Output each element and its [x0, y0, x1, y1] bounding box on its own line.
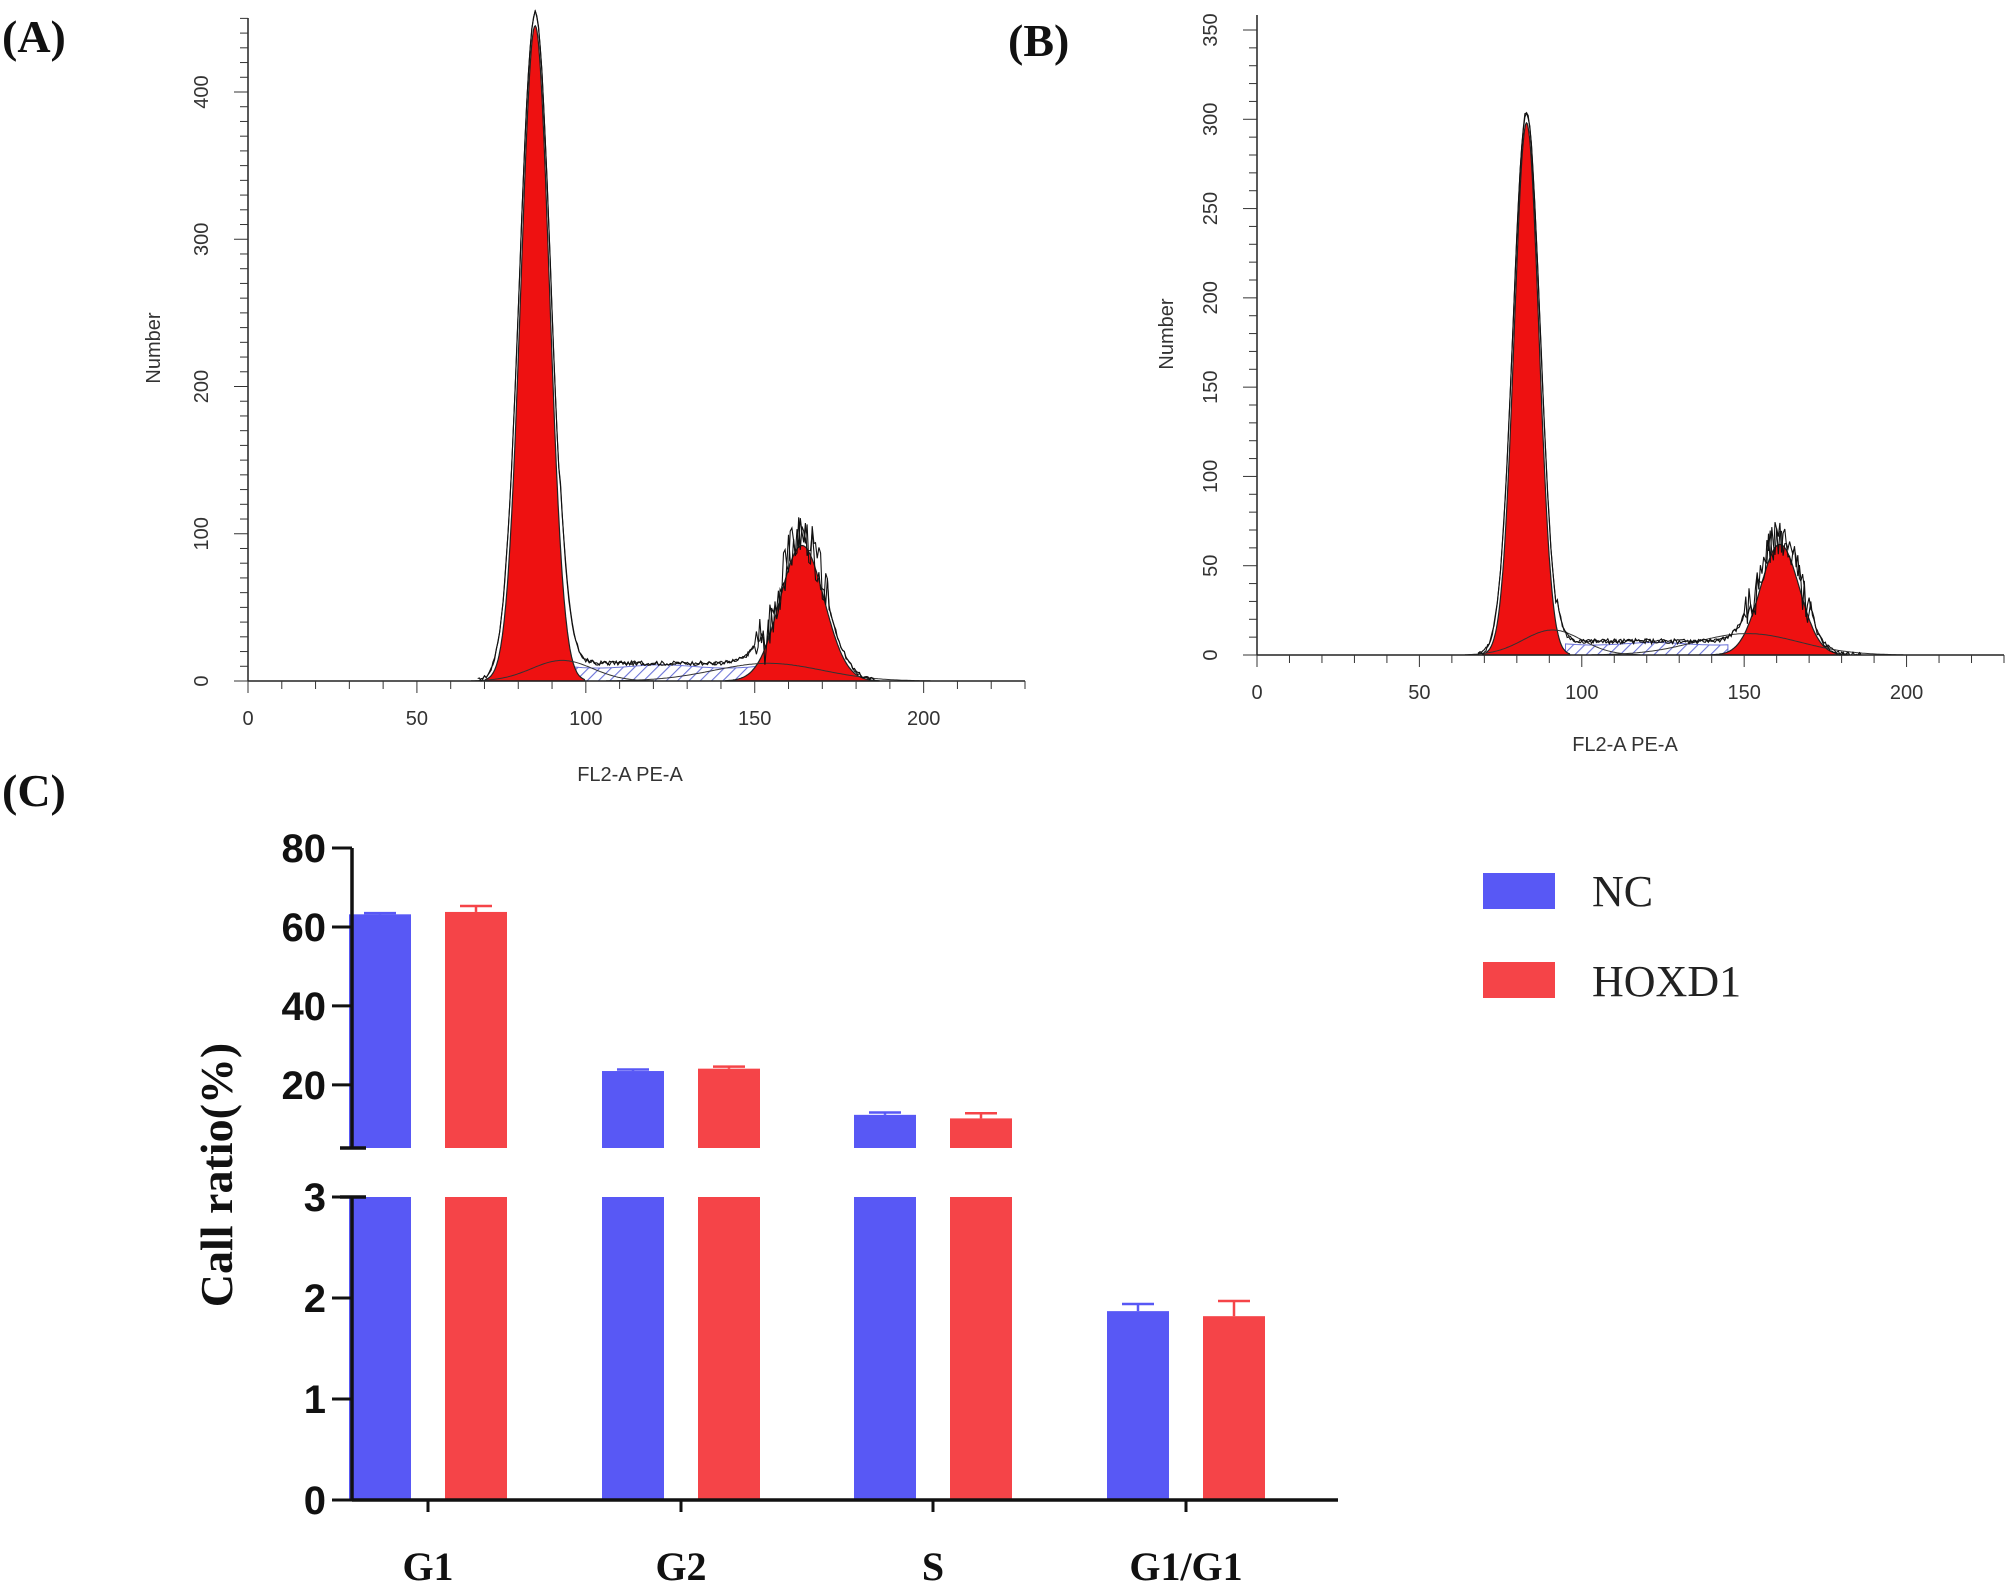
histogram-x-tick-label: 50: [1408, 682, 1430, 704]
histogram-y-tick-label: 250: [1200, 192, 1222, 225]
histogram-x-tick-label: 150: [1727, 682, 1760, 704]
histogram-x-tick-label: 100: [569, 708, 602, 730]
histogram-a-xlabel: FL2-A PE-A: [577, 764, 683, 786]
histogram-y-tick-label: 300: [1200, 103, 1222, 136]
bar-chart-c: Call ratio(%) G1 G2 S G1/G1 0 1 2 3 20 40 60 80: [191, 827, 1338, 1584]
legend-swatch-hoxd1: [1483, 962, 1555, 998]
panel-label-c: (C): [2, 765, 66, 816]
bar-nc-s-lower: [854, 1197, 916, 1500]
histogram-b-xlabel: FL2-A PE-A: [1572, 734, 1678, 756]
bar-nc-g1-upper: [349, 914, 411, 1148]
x-category-label: G1: [402, 1544, 453, 1584]
histogram-y-tick-label: 50: [1200, 555, 1222, 577]
legend-swatch-nc: [1483, 873, 1555, 909]
bar-hoxd1-s-lower: [950, 1197, 1012, 1500]
y-tick-label-lower: 3: [304, 1176, 326, 1220]
histogram-b-ylabel: Number: [1156, 298, 1178, 369]
histogram-y-tick-label: 200: [191, 370, 213, 403]
histogram-x-tick-label: 50: [406, 708, 428, 730]
figure: (A) (B) (C) Number FL2-A PE-A 0 50 100 150 2…: [0, 0, 2008, 1584]
legend: NC HOXD1: [1483, 867, 1741, 1006]
bar-nc-g2-upper: [602, 1071, 664, 1148]
bar-nc-s-upper: [854, 1115, 916, 1148]
histogram-peak-g2: [725, 546, 879, 682]
histogram-x-tick-label: 200: [1890, 682, 1923, 704]
histogram-x-tick-label: 150: [738, 708, 771, 730]
histogram-x-tick-label: 100: [1565, 682, 1598, 704]
histogram-y-tick-label: 100: [1200, 460, 1222, 493]
histogram-y-tick-label: 150: [1200, 370, 1222, 403]
histogram-y-tick-label: 350: [1200, 13, 1222, 46]
histogram-x-tick-label: 200: [907, 708, 940, 730]
histogram-y-tick-label: 300: [191, 223, 213, 256]
panel-label-b: (B): [1008, 15, 1069, 66]
histogram-y-tick-label: 100: [191, 517, 213, 550]
bar-hoxd1-g1/g1: [1203, 1316, 1265, 1500]
y-tick-label-upper: 60: [282, 906, 327, 950]
histogram-y-tick-label: 400: [191, 75, 213, 108]
x-category-label: G2: [655, 1544, 706, 1584]
histogram-peak-g1: [486, 26, 585, 681]
histogram-peak-g1: [1483, 123, 1569, 655]
x-category-label: G1/G1: [1129, 1544, 1242, 1584]
y-tick-label-lower: 2: [304, 1277, 326, 1321]
histogram-peak-g2: [1712, 544, 1848, 655]
histogram-y-tick-label: 0: [191, 675, 213, 686]
bar-hoxd1-g1-lower: [445, 1197, 507, 1500]
panel-label-a: (A): [2, 11, 66, 62]
histogram-y-tick-label: 200: [1200, 281, 1222, 314]
histogram-x-tick-label: 0: [242, 708, 253, 730]
y-tick-label-upper: 80: [282, 827, 327, 871]
histogram-b: Number FL2-A PE-A 0 50 100 150 200 0 50 100 150 2…: [1156, 13, 2004, 756]
y-tick-label-lower: 1: [304, 1378, 326, 1422]
y-tick-label-upper: 20: [282, 1064, 327, 1108]
legend-label-hoxd1: HOXD1: [1592, 957, 1741, 1006]
x-category-label: S: [922, 1544, 944, 1584]
histogram-y-tick-label: 0: [1200, 649, 1222, 660]
bar-hoxd1-g2-upper: [698, 1069, 760, 1148]
legend-label-nc: NC: [1592, 867, 1653, 916]
bar-nc-g2-lower: [602, 1197, 664, 1500]
bar-hoxd1-g1-upper: [445, 912, 507, 1148]
histogram-a-ylabel: Number: [143, 312, 165, 383]
bar-hoxd1-g2-lower: [698, 1197, 760, 1500]
bar-chart-ylabel: Call ratio(%): [191, 1043, 242, 1307]
bar-nc-g1/g1: [1107, 1311, 1169, 1500]
bar-hoxd1-s-upper: [950, 1118, 1012, 1148]
y-tick-label-lower: 0: [304, 1479, 326, 1523]
y-tick-label-upper: 40: [282, 985, 327, 1029]
histogram-x-tick-label: 0: [1251, 682, 1262, 704]
bar-nc-g1-lower: [349, 1197, 411, 1500]
histogram-a: Number FL2-A PE-A 0 50 100 150 200 0 100 200 300…: [143, 10, 1025, 786]
